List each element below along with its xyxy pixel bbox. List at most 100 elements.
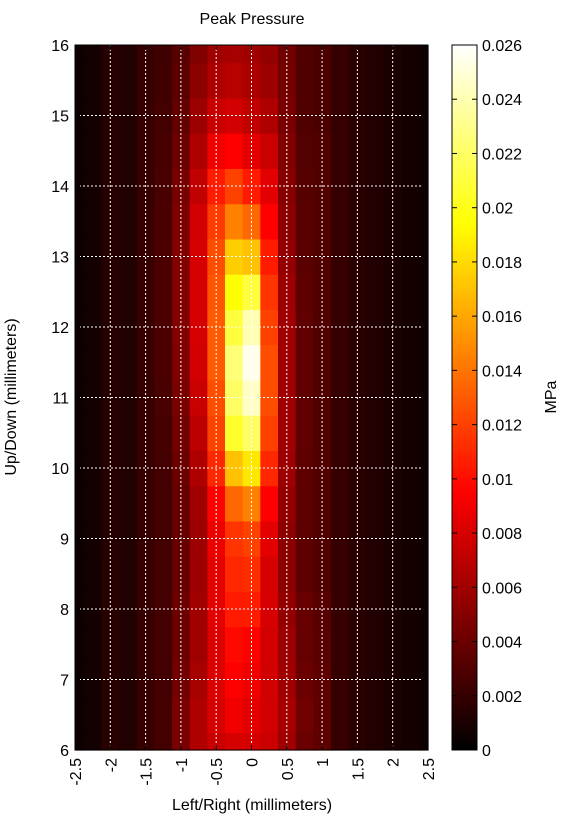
colorbar-tick-label: 0.008 xyxy=(482,526,522,543)
heatmap-cell xyxy=(295,62,314,99)
x-tick-label: 2 xyxy=(386,758,403,767)
heatmap-cell xyxy=(75,732,85,751)
heatmap-cell xyxy=(295,732,314,751)
heatmap-cell xyxy=(225,697,244,733)
y-tick-labels: 6 7 8 9 10 11 12 13 14 15 16 xyxy=(51,38,69,760)
heatmap-cell xyxy=(154,203,173,240)
heatmap-cell xyxy=(136,661,156,698)
heatmap-cell xyxy=(348,97,367,134)
heatmap-cell xyxy=(225,168,244,205)
heatmap-cell xyxy=(242,485,261,522)
heatmap-cell xyxy=(75,344,85,381)
heatmap-cell xyxy=(101,62,120,99)
heatmap-cell xyxy=(189,661,208,698)
heatmap-cell xyxy=(119,415,138,451)
heatmap-cell xyxy=(401,168,420,205)
heatmap-cell xyxy=(419,203,429,240)
heatmap-cell xyxy=(225,485,244,522)
heatmap-cell xyxy=(101,97,120,134)
heatmap-cell xyxy=(419,485,429,522)
heatmap-cell xyxy=(154,62,173,99)
heatmap-cell xyxy=(225,626,244,663)
heatmap-cell xyxy=(348,238,367,275)
heatmap-cell xyxy=(207,626,226,663)
heatmap-cell xyxy=(401,415,420,451)
heatmap-cell xyxy=(366,203,385,240)
y-tick-label: 11 xyxy=(52,391,69,408)
heatmap-cell xyxy=(225,45,244,64)
colorbar-tick-label: 0.004 xyxy=(482,635,522,652)
heatmap-cell xyxy=(119,485,138,522)
heatmap-cell xyxy=(295,45,314,64)
heatmap-cell xyxy=(330,274,350,310)
heatmap-cell xyxy=(101,697,120,733)
heatmap-cell xyxy=(225,97,244,134)
heatmap-cell xyxy=(330,626,350,663)
heatmap-cell xyxy=(366,344,385,381)
heatmap-cell xyxy=(172,238,191,275)
heatmap-cell xyxy=(295,415,314,451)
heatmap-cell xyxy=(101,661,120,698)
y-tick-label: 9 xyxy=(60,532,69,549)
heatmap-cell xyxy=(75,203,85,240)
heatmap-cell xyxy=(154,485,173,522)
heatmap-cell xyxy=(313,97,332,134)
heatmap-cell xyxy=(225,203,244,240)
heatmap-cell xyxy=(189,62,208,99)
heatmap-cell xyxy=(154,274,173,310)
heatmap-cell xyxy=(260,415,279,451)
chart-title: Peak Pressure xyxy=(200,11,305,28)
y-axis-label: Up/Down (millimeters) xyxy=(3,318,20,475)
colorbar-ticks: 0 0.002 0.004 0.006 0.008 0.01 0.012 0.014 0.016… xyxy=(452,38,522,760)
heatmap-cell xyxy=(295,556,314,592)
heatmap-cell xyxy=(419,697,429,733)
heatmap-cell xyxy=(260,485,279,522)
heatmap-cell xyxy=(295,344,314,381)
heatmap-cell xyxy=(401,661,420,698)
heatmap-cell xyxy=(401,45,420,64)
heatmap-cell xyxy=(154,344,173,381)
heatmap-cell xyxy=(401,62,420,99)
heatmap-cell xyxy=(313,697,332,733)
colorbar-tick-label: 0.014 xyxy=(482,363,522,380)
heatmap-cell xyxy=(83,203,103,240)
heatmap-cell xyxy=(189,697,208,733)
heatmap-cell xyxy=(207,485,226,522)
heatmap-cell xyxy=(348,133,367,169)
colorbar-tick-label: 0.006 xyxy=(482,580,522,597)
heatmap-cell xyxy=(101,238,120,275)
heatmap-cell xyxy=(172,661,191,698)
heatmap-cell xyxy=(401,450,420,487)
heatmap-cell xyxy=(242,133,261,169)
heatmap-cell xyxy=(419,62,429,99)
heatmap-cell xyxy=(172,626,191,663)
heatmap-cell xyxy=(401,203,420,240)
heatmap-cell xyxy=(75,45,85,64)
heatmap-cell xyxy=(348,450,367,487)
heatmap-cell xyxy=(295,274,314,310)
heatmap-cell xyxy=(295,697,314,733)
heatmap-cell xyxy=(101,626,120,663)
heatmap-cell xyxy=(101,485,120,522)
heatmap-cell xyxy=(419,732,429,751)
heatmap-cell xyxy=(189,45,208,64)
heatmap-cell xyxy=(260,62,279,99)
heatmap-cell xyxy=(225,274,244,310)
colorbar-tick-label: 0.022 xyxy=(482,146,522,163)
heatmap-cell xyxy=(401,591,420,628)
heatmap-cell xyxy=(75,697,85,733)
heatmap-cell xyxy=(119,62,138,99)
heatmap-cell xyxy=(313,238,332,275)
y-tick-label: 8 xyxy=(60,602,69,619)
heatmap-cell xyxy=(119,556,138,592)
colorbar-tick-label: 0.01 xyxy=(482,472,513,489)
heatmap-cell xyxy=(136,274,156,310)
heatmap-cell xyxy=(260,591,279,628)
heatmap-cell xyxy=(313,62,332,99)
heatmap-cell xyxy=(401,626,420,663)
heatmap-cell xyxy=(136,97,156,134)
heatmap-cell xyxy=(383,274,403,310)
heatmap-cell xyxy=(277,626,297,663)
heatmap-cell xyxy=(401,556,420,592)
